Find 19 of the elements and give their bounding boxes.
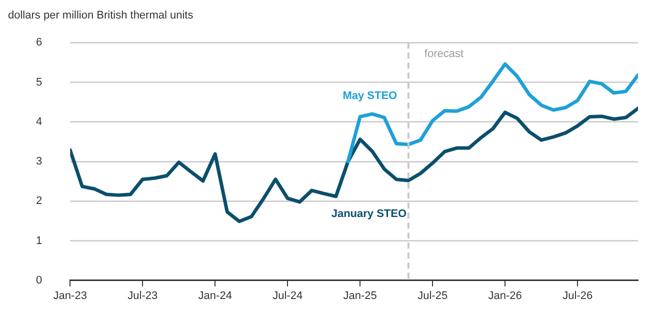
x-tick-label: Jan-26 (488, 290, 522, 302)
y-tick-label: 5 (36, 76, 42, 88)
x-tick-label: Jan-24 (198, 290, 232, 302)
x-tick-label: Jul-26 (562, 290, 593, 302)
ref-line-label: forecast (424, 48, 464, 60)
y-tick-label: 1 (36, 234, 42, 247)
x-tick-label: Jul-23 (128, 290, 158, 302)
y-tick-label: 2 (36, 195, 42, 208)
series-label: January STEO (331, 208, 407, 220)
y-axis-title: dollars per million British thermal units (8, 10, 194, 22)
y-tick-label: 4 (36, 116, 42, 128)
x-tick-label: Jan-23 (53, 290, 87, 302)
series-label: May STEO (342, 90, 398, 102)
y-tick-label: 6 (36, 36, 42, 49)
x-tick-label: Jul-24 (272, 290, 303, 302)
y-tick-label: 3 (36, 156, 42, 168)
x-tick-label: Jul-25 (418, 290, 448, 302)
x-tick-label: Jan-25 (343, 290, 377, 302)
y-tick-label: 0 (36, 274, 42, 286)
